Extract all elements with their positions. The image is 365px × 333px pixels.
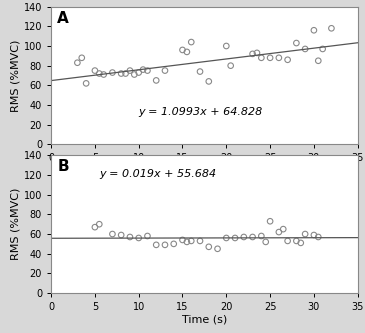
- Point: [241, 234, 247, 240]
- Point: [258, 55, 264, 61]
- Point: [180, 237, 185, 243]
- Point: [184, 49, 190, 55]
- Point: [215, 246, 220, 251]
- Point: [180, 47, 185, 53]
- Point: [136, 235, 142, 241]
- Point: [118, 232, 124, 238]
- Point: [328, 26, 334, 31]
- Point: [118, 71, 124, 76]
- Point: [145, 233, 150, 239]
- Point: [276, 55, 282, 61]
- Point: [110, 70, 115, 75]
- Text: B: B: [57, 160, 69, 174]
- Point: [320, 46, 326, 52]
- Point: [153, 242, 159, 247]
- Point: [92, 68, 98, 73]
- Point: [263, 239, 269, 244]
- Point: [258, 233, 264, 239]
- Point: [92, 224, 98, 230]
- Point: [83, 81, 89, 86]
- Point: [285, 238, 291, 243]
- Point: [162, 68, 168, 73]
- Point: [250, 51, 256, 57]
- Point: [267, 218, 273, 224]
- Point: [136, 70, 142, 75]
- Point: [123, 71, 128, 76]
- Point: [280, 226, 286, 232]
- Point: [74, 60, 80, 65]
- Point: [127, 68, 133, 73]
- Point: [197, 69, 203, 74]
- Point: [197, 238, 203, 243]
- Point: [228, 63, 234, 68]
- Point: [311, 28, 317, 33]
- Point: [145, 68, 150, 73]
- Point: [79, 55, 85, 61]
- Point: [285, 57, 291, 62]
- Point: [223, 235, 229, 241]
- Point: [140, 67, 146, 72]
- Point: [188, 238, 194, 243]
- Point: [131, 72, 137, 77]
- Point: [232, 235, 238, 241]
- Point: [302, 231, 308, 237]
- Point: [311, 232, 317, 238]
- Point: [206, 79, 212, 84]
- Point: [110, 231, 115, 237]
- Point: [223, 43, 229, 49]
- Point: [96, 221, 102, 227]
- Point: [250, 234, 256, 240]
- Y-axis label: RMS (%MVC): RMS (%MVC): [11, 188, 21, 260]
- Point: [298, 240, 304, 245]
- Text: y = 1.0993x + 64.828: y = 1.0993x + 64.828: [139, 107, 263, 117]
- Point: [101, 72, 107, 77]
- X-axis label: Time (s): Time (s): [182, 315, 227, 325]
- Point: [184, 239, 190, 244]
- Point: [127, 234, 133, 240]
- Point: [267, 55, 273, 61]
- Text: A: A: [57, 11, 69, 26]
- Point: [96, 71, 102, 76]
- Y-axis label: RMS (%MVC): RMS (%MVC): [11, 39, 21, 112]
- Point: [188, 39, 194, 45]
- Point: [276, 229, 282, 235]
- X-axis label: Time (s): Time (s): [182, 166, 227, 176]
- Point: [254, 50, 260, 56]
- Point: [171, 241, 177, 246]
- Point: [293, 40, 299, 46]
- Point: [293, 238, 299, 243]
- Point: [315, 58, 321, 63]
- Point: [162, 242, 168, 247]
- Point: [315, 234, 321, 240]
- Point: [153, 78, 159, 83]
- Point: [206, 244, 212, 249]
- Text: y = 0.019x + 55.684: y = 0.019x + 55.684: [99, 169, 216, 179]
- Point: [302, 46, 308, 52]
